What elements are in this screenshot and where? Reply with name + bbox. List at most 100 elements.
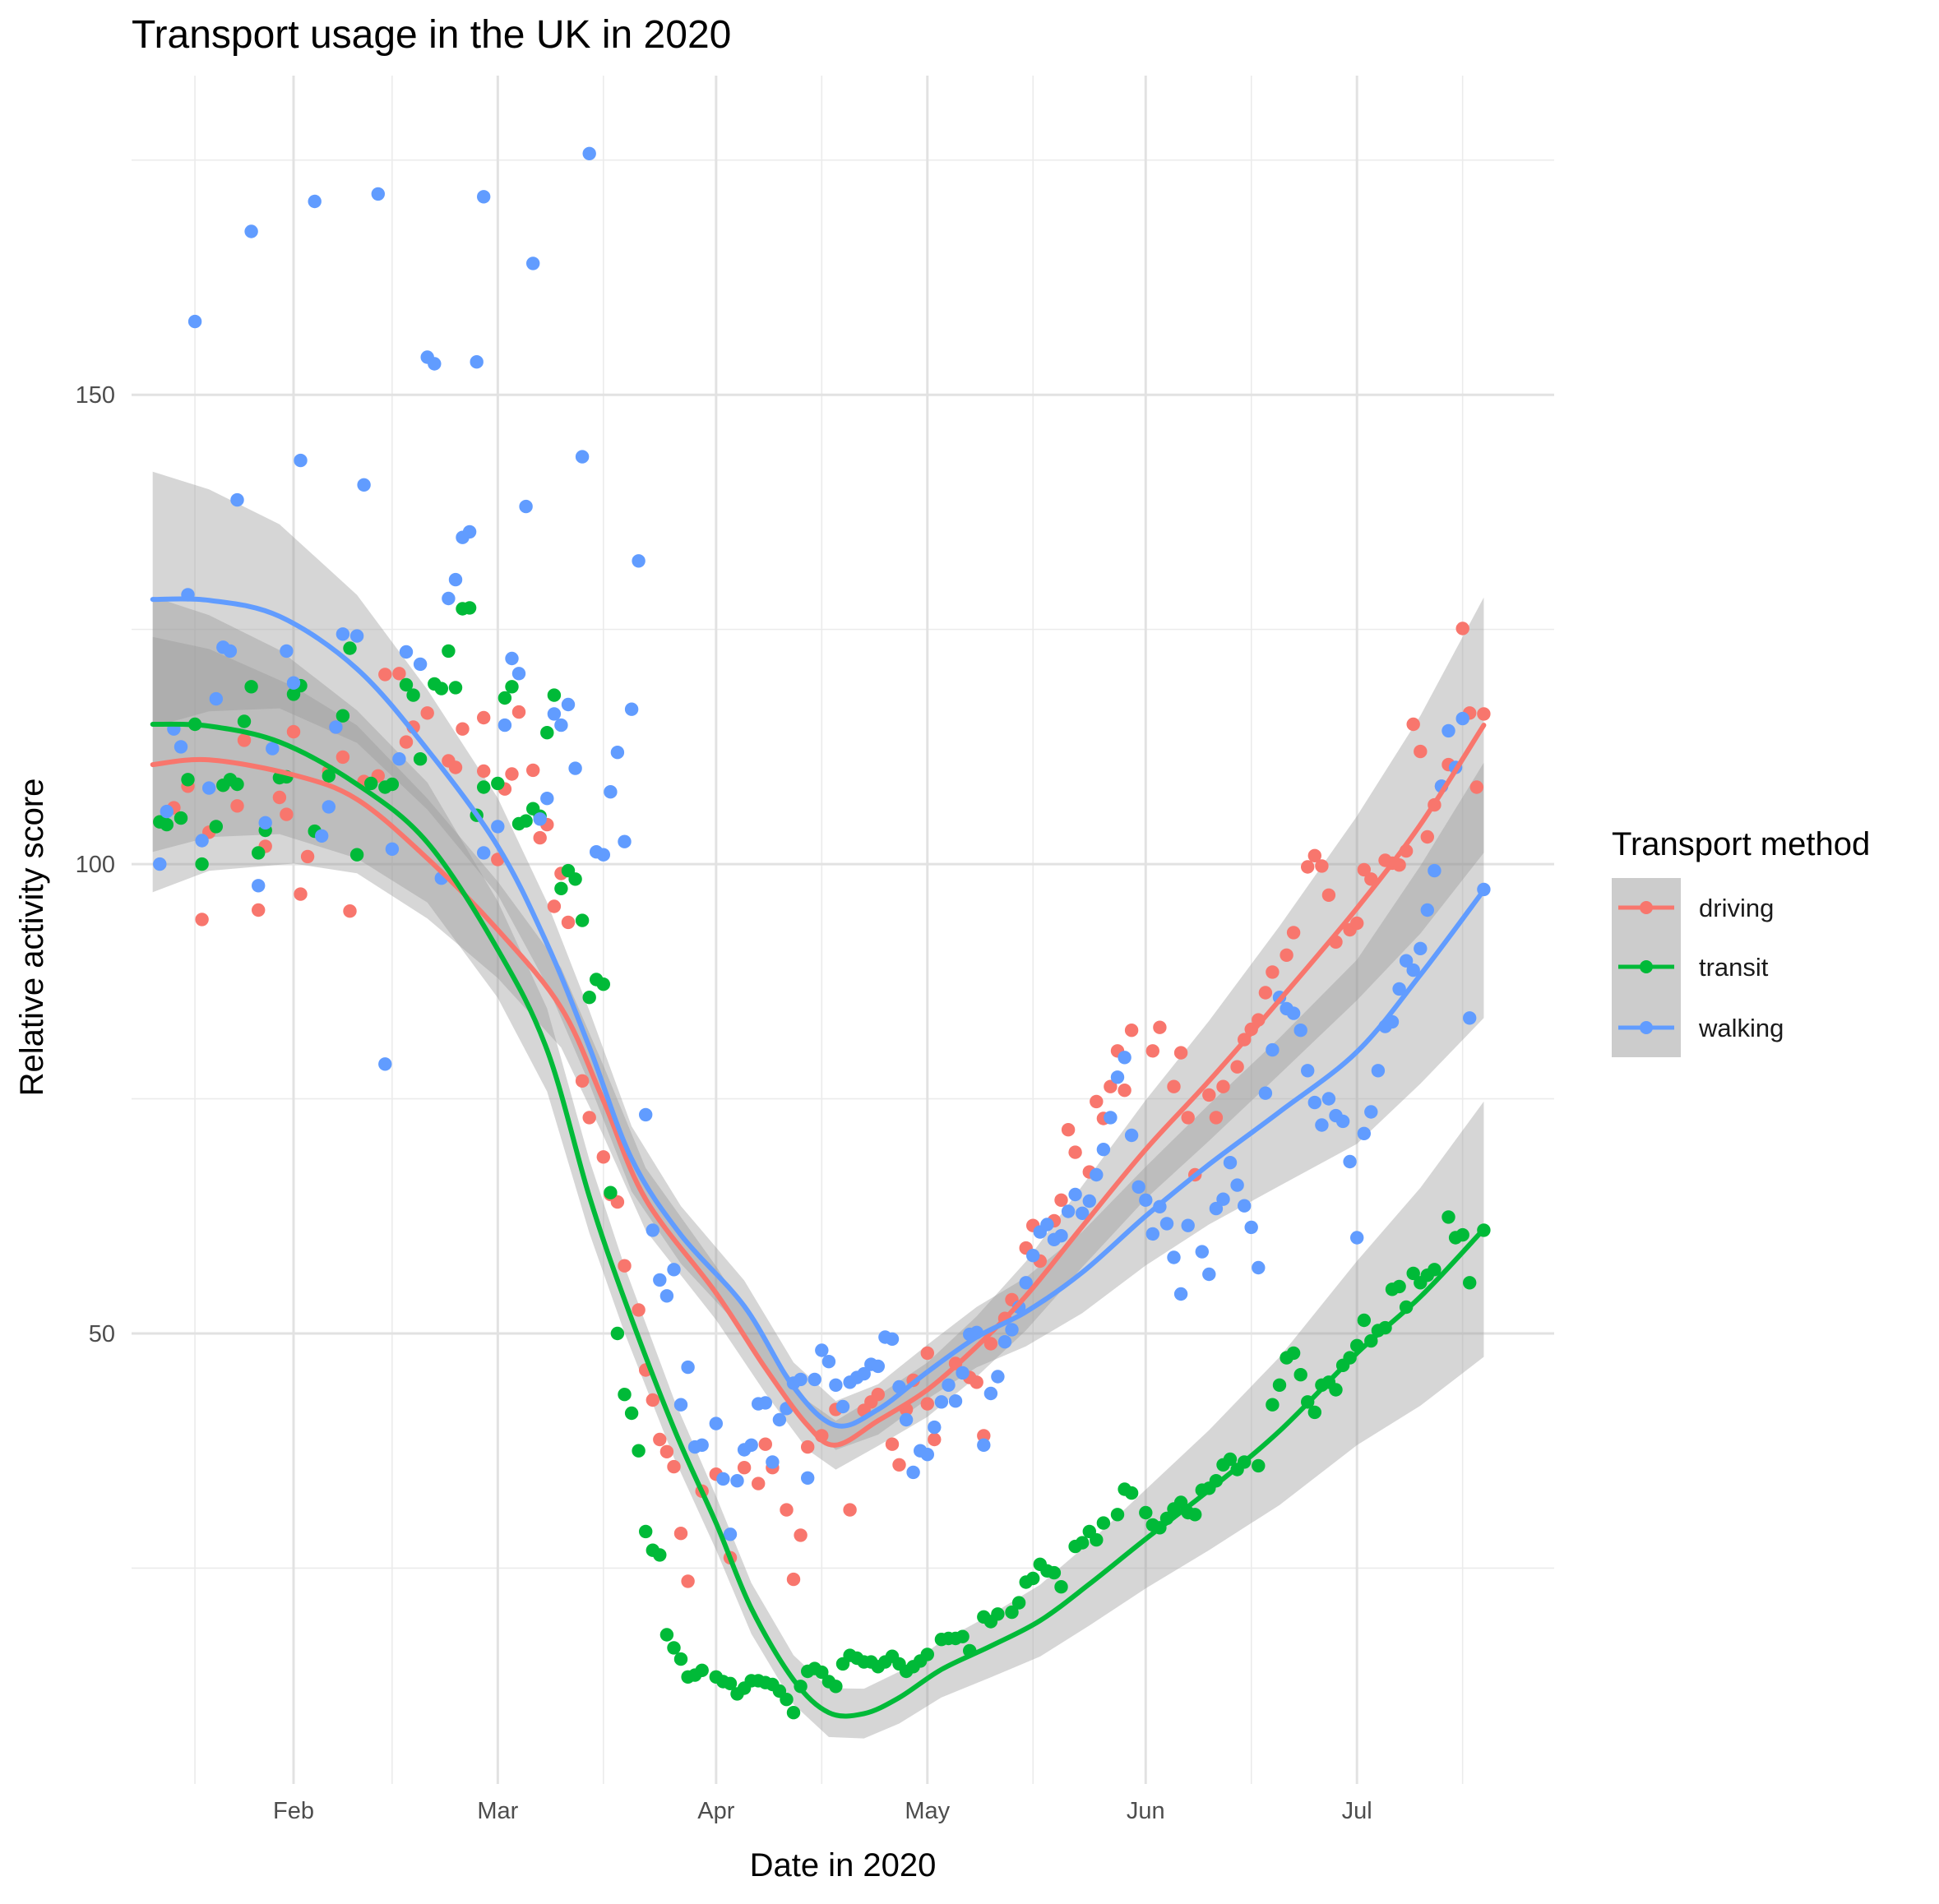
walking-point-116 xyxy=(1019,1276,1033,1290)
walking-point-89 xyxy=(829,1378,843,1393)
driving-point-47 xyxy=(632,1303,646,1317)
transit-point-144 xyxy=(1307,1405,1322,1420)
walking-point-45 xyxy=(511,667,526,681)
walking-point-88 xyxy=(821,1355,836,1369)
walking-point-38 xyxy=(462,525,477,539)
legend-item-transit: transit xyxy=(1618,953,1769,982)
transit-point-10 xyxy=(237,714,252,728)
walking-point-142 xyxy=(1209,1201,1224,1216)
driving-point-102 xyxy=(1167,1079,1181,1093)
transit-point-161 xyxy=(1428,1263,1442,1277)
driving-point-120 xyxy=(1321,888,1336,903)
transit-point-134 xyxy=(1223,1452,1238,1467)
walking-point-13 xyxy=(252,879,266,893)
x-axis-title: Date in 2020 xyxy=(750,1847,937,1883)
transit-point-60 xyxy=(653,1548,667,1562)
walking-point-68 xyxy=(673,1398,688,1412)
walking-point-61 xyxy=(624,702,639,716)
walking-point-124 xyxy=(1076,1206,1090,1221)
walking-point-18 xyxy=(294,453,308,468)
walking-point-84 xyxy=(794,1372,808,1387)
confidence-band-layer xyxy=(152,471,1484,1739)
driving-point-132 xyxy=(1420,830,1435,844)
transit-point-46 xyxy=(554,881,568,896)
walking-point-17 xyxy=(286,676,301,690)
walking-point-113 xyxy=(997,1335,1012,1349)
legend-dot-driving xyxy=(1640,901,1653,914)
walking-point-12 xyxy=(244,224,258,238)
driving-point-36 xyxy=(533,830,547,845)
transit-point-115 xyxy=(1076,1536,1090,1550)
walking-point-15 xyxy=(266,742,280,756)
driving-point-11 xyxy=(280,807,294,821)
transit-point-39 xyxy=(505,680,519,694)
walking-point-158 xyxy=(1321,1092,1336,1106)
driving-point-49 xyxy=(646,1393,659,1407)
walking-point-63 xyxy=(639,1107,653,1122)
transit-point-26 xyxy=(399,677,414,692)
walking-point-23 xyxy=(336,627,350,641)
driving-point-54 xyxy=(681,1574,695,1588)
driving-point-40 xyxy=(561,915,576,930)
walking-point-69 xyxy=(681,1360,695,1375)
walking-point-178 xyxy=(1463,1011,1477,1025)
y-tick-label-50: 50 xyxy=(89,1321,115,1347)
walking-point-7 xyxy=(202,781,216,795)
driving-point-100 xyxy=(1145,1044,1160,1058)
transit-point-121 xyxy=(1124,1486,1139,1500)
walking-point-93 xyxy=(857,1366,871,1381)
scatter-point-layer xyxy=(153,146,1491,1720)
driving-point-38 xyxy=(547,899,562,913)
x-tick-label-jun: Jun xyxy=(1127,1798,1165,1824)
walking-point-29 xyxy=(392,752,406,766)
walking-point-59 xyxy=(610,746,625,760)
transit-point-58 xyxy=(639,1524,653,1539)
transit-point-48 xyxy=(568,872,582,886)
driving-point-35 xyxy=(526,763,540,778)
transit-point-41 xyxy=(519,814,533,828)
walking-point-52 xyxy=(561,697,576,712)
walking-point-60 xyxy=(618,834,632,848)
walking-point-77 xyxy=(744,1438,758,1453)
transit-point-22 xyxy=(349,848,364,862)
driving-point-21 xyxy=(378,668,392,682)
walking-point-10 xyxy=(223,644,238,659)
walking-point-121 xyxy=(1054,1229,1068,1243)
transit-point-137 xyxy=(1252,1458,1266,1473)
walking-point-177 xyxy=(1455,711,1469,726)
driving-point-83 xyxy=(983,1337,998,1351)
walking-point-157 xyxy=(1315,1118,1329,1132)
walking-point-41 xyxy=(477,846,491,860)
walking-point-42 xyxy=(491,820,505,834)
walking-point-104 xyxy=(934,1395,949,1409)
walking-point-150 xyxy=(1266,1042,1280,1057)
walking-point-100 xyxy=(906,1465,920,1480)
walking-point-1 xyxy=(160,804,174,819)
transit-point-20 xyxy=(336,709,350,723)
driving-point-131 xyxy=(1414,744,1428,759)
driving-point-94 xyxy=(1090,1094,1104,1109)
transit-point-162 xyxy=(1442,1210,1455,1224)
walking-point-143 xyxy=(1216,1192,1230,1206)
walking-point-134 xyxy=(1145,1227,1160,1241)
y-tick-label-150: 150 xyxy=(76,382,115,409)
driving-point-43 xyxy=(596,1150,610,1164)
driving-point-50 xyxy=(653,1432,667,1447)
driving-point-78 xyxy=(928,1432,942,1447)
walking-point-62 xyxy=(632,554,646,568)
walking-point-79 xyxy=(758,1396,772,1410)
driving-point-42 xyxy=(582,1111,596,1125)
driving-point-52 xyxy=(667,1459,681,1474)
transit-point-105 xyxy=(991,1607,1005,1621)
walking-point-36 xyxy=(448,572,463,587)
transit-point-27 xyxy=(406,688,420,702)
walking-point-111 xyxy=(983,1386,998,1401)
walking-point-25 xyxy=(357,478,371,492)
driving-point-13 xyxy=(294,887,308,901)
walking-point-81 xyxy=(772,1412,787,1427)
walking-point-154 xyxy=(1293,1024,1307,1037)
walking-point-161 xyxy=(1343,1154,1357,1169)
transit-point-37 xyxy=(491,776,505,791)
transit-point-55 xyxy=(618,1388,632,1402)
walking-point-24 xyxy=(349,629,364,643)
